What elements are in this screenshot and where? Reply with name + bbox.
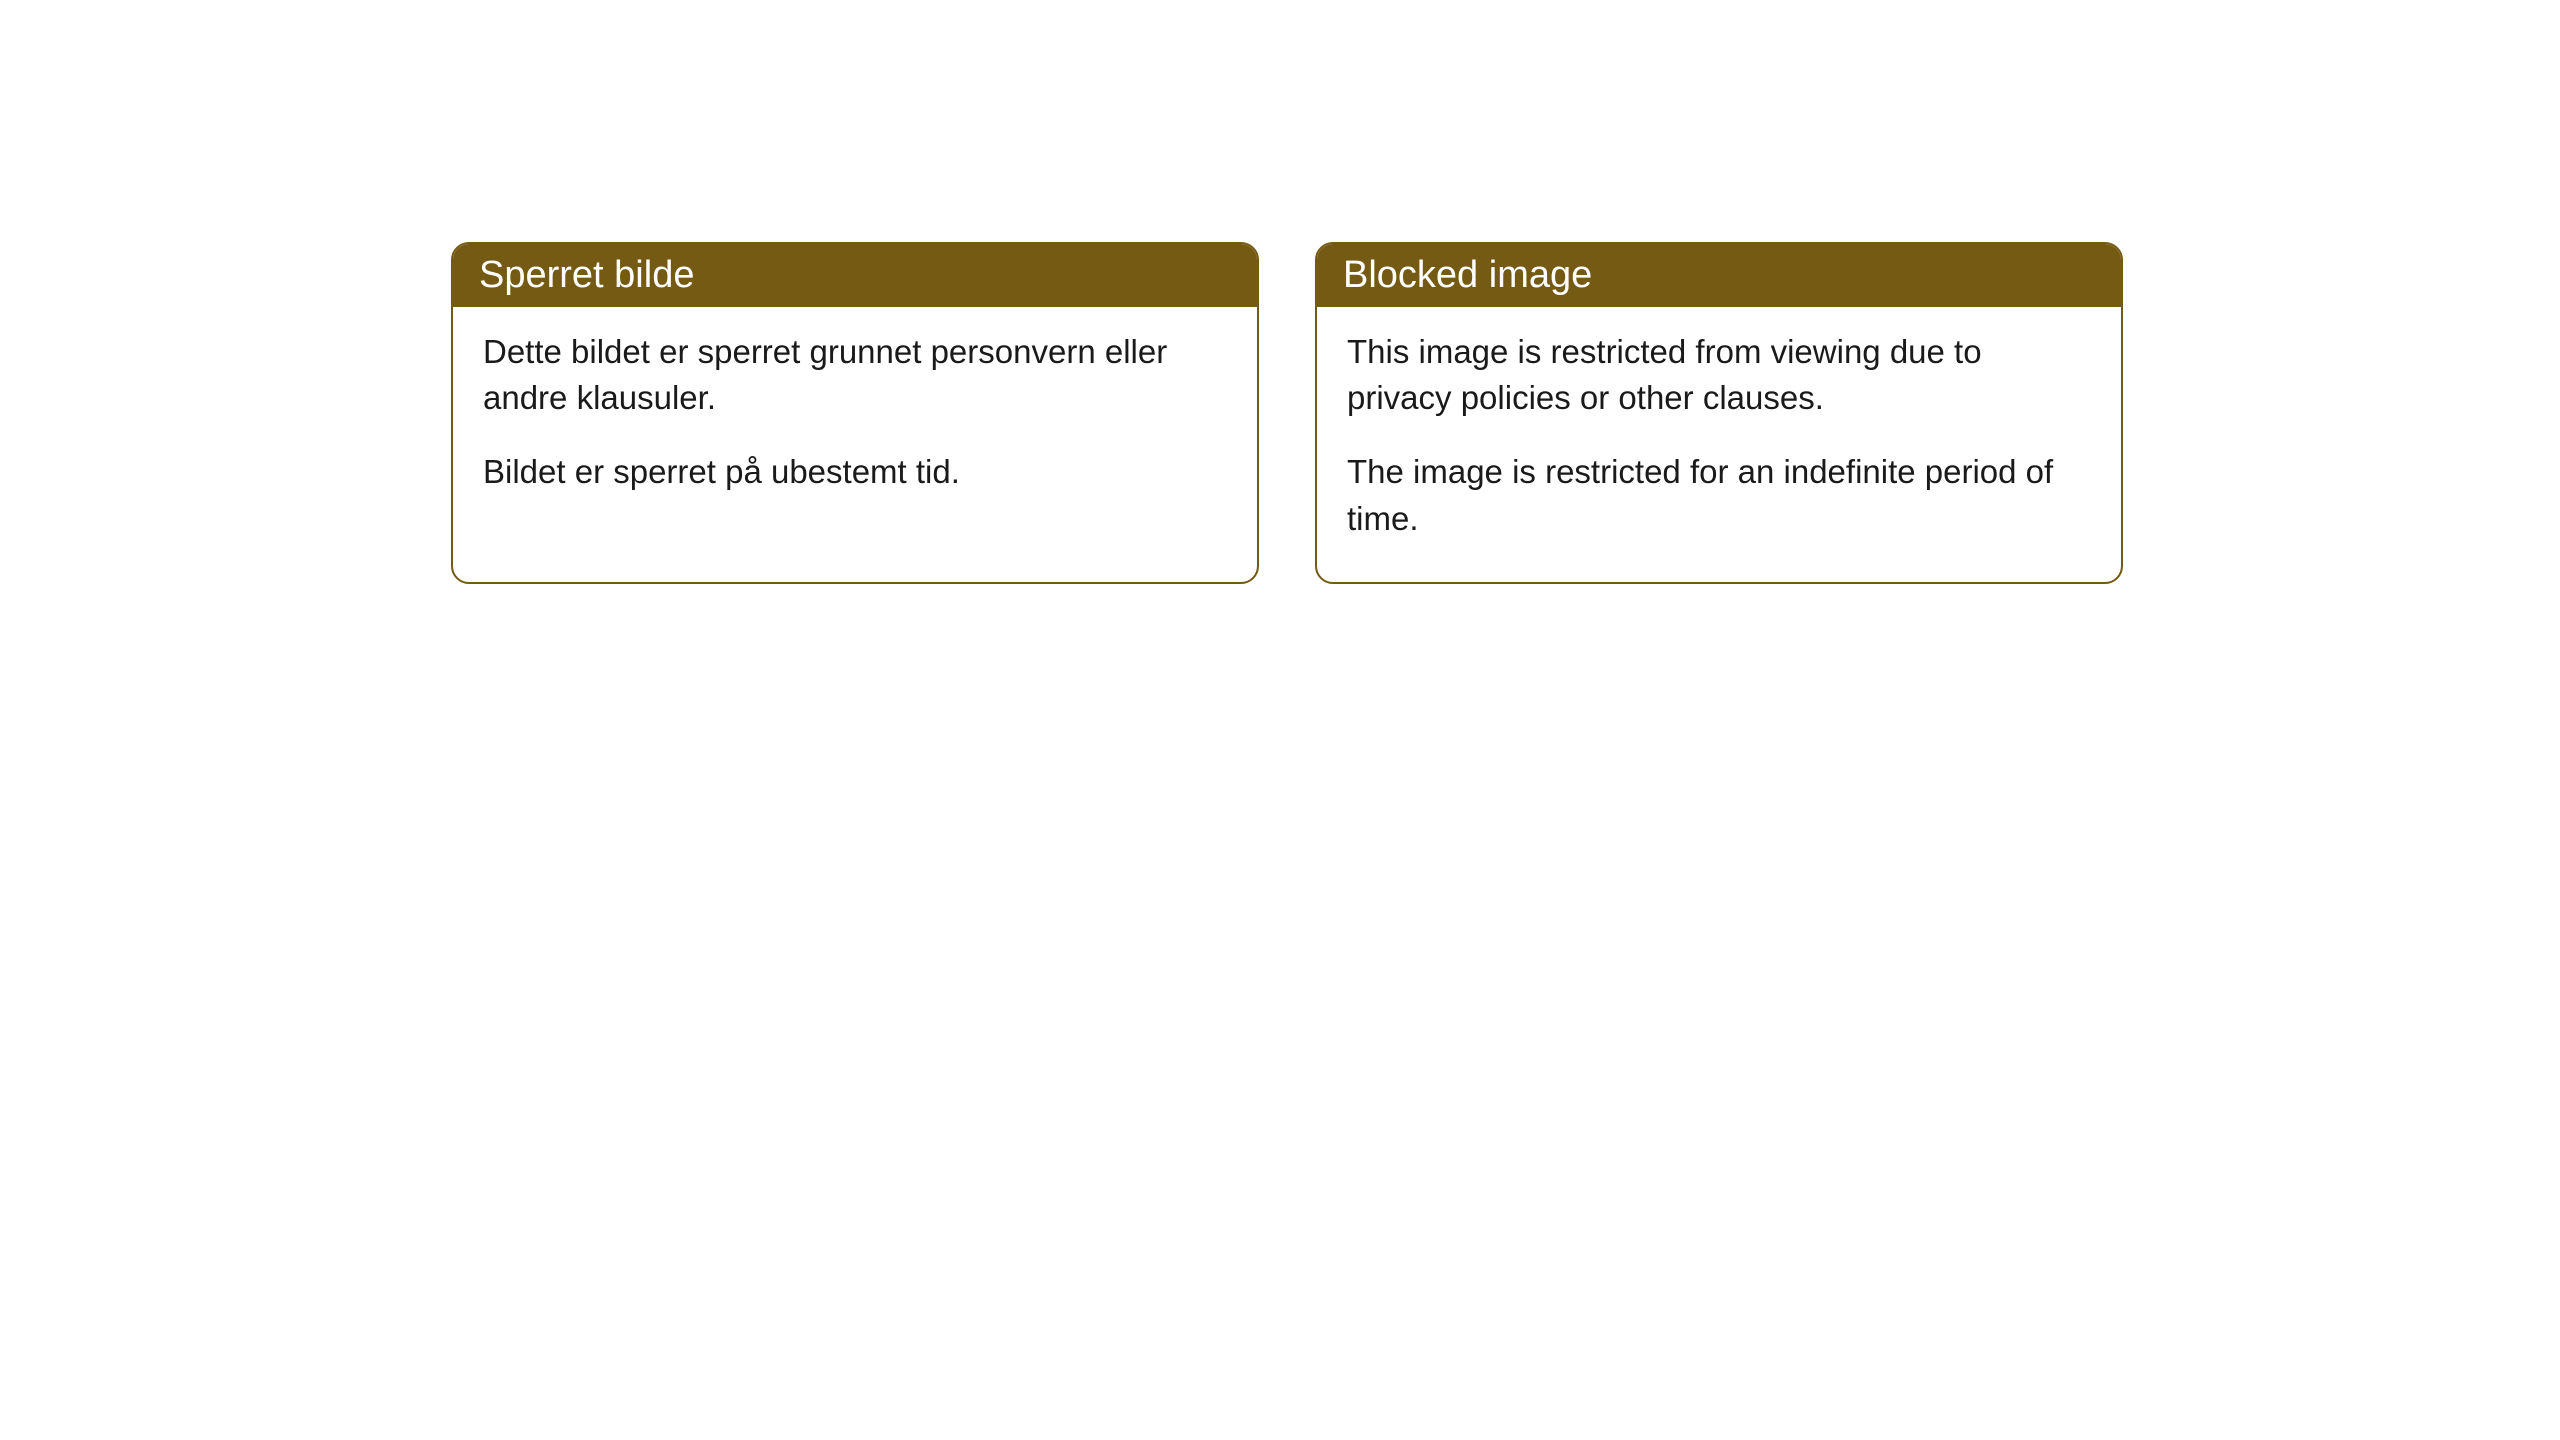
card-paragraph: Bildet er sperret på ubestemt tid. [483,449,1227,495]
card-body: Dette bildet er sperret grunnet personve… [453,307,1257,536]
card-paragraph: This image is restricted from viewing du… [1347,329,2091,421]
blocked-image-card-english: Blocked image This image is restricted f… [1315,242,2123,584]
card-paragraph: Dette bildet er sperret grunnet personve… [483,329,1227,421]
card-paragraph: The image is restricted for an indefinit… [1347,449,2091,541]
card-container: Sperret bilde Dette bildet er sperret gr… [0,0,2560,584]
card-header: Blocked image [1317,244,2121,307]
card-header: Sperret bilde [453,244,1257,307]
blocked-image-card-norwegian: Sperret bilde Dette bildet er sperret gr… [451,242,1259,584]
card-body: This image is restricted from viewing du… [1317,307,2121,582]
